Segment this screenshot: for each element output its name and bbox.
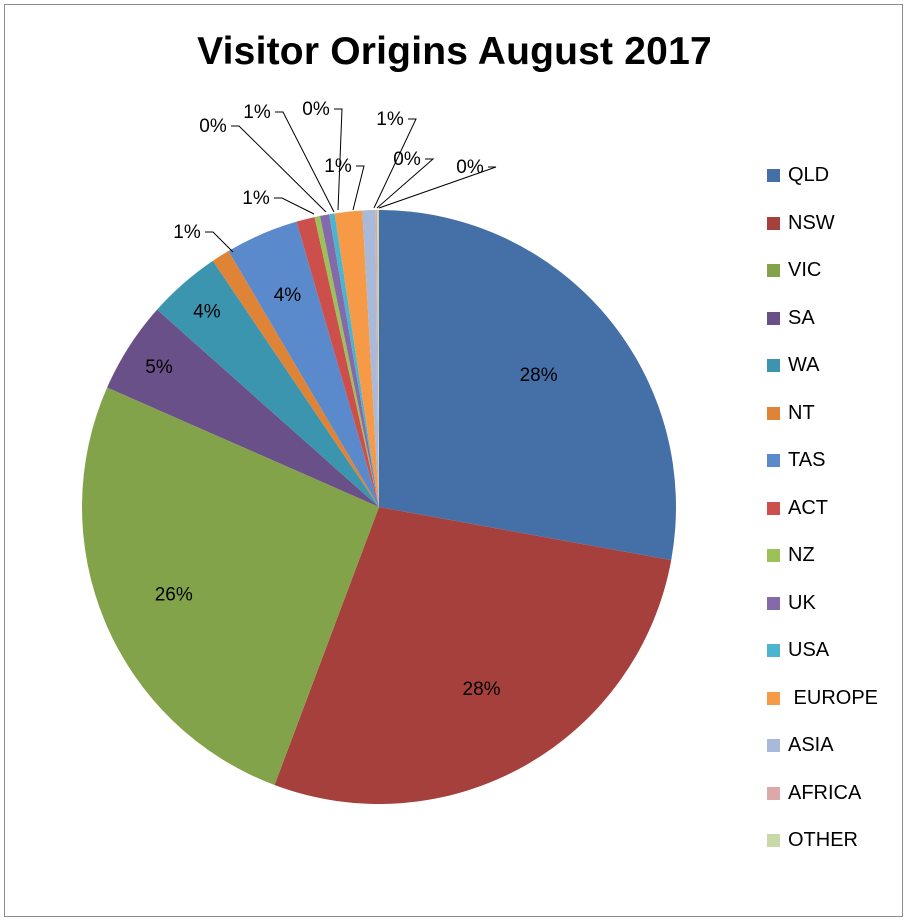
legend-item-europe: EUROPE <box>767 675 878 723</box>
chart-title: Visitor Origins August 2017 <box>197 30 712 73</box>
legend-swatch <box>767 216 780 230</box>
slice-africa <box>375 210 379 507</box>
legend-swatch <box>767 454 780 468</box>
legend-item-wa: WA <box>767 342 878 390</box>
legend-item-nsw: NSW <box>767 200 878 248</box>
slice-sa <box>107 309 379 507</box>
leader-line-nt <box>205 231 234 253</box>
data-label-tas: 4% <box>274 285 302 306</box>
data-label-africa: 0% <box>393 149 421 170</box>
data-label-europe: 1% <box>324 156 352 177</box>
legend-item-uk: UK <box>767 580 878 628</box>
slice-wa <box>157 260 379 507</box>
slice-vic <box>81 387 379 786</box>
legend-label: UK <box>788 591 816 614</box>
legend-swatch <box>767 359 780 373</box>
legend-item-qld: QLD <box>767 152 878 200</box>
slice-nz <box>314 215 379 507</box>
data-label-asia: 1% <box>376 109 404 130</box>
legend-label: USA <box>788 639 830 662</box>
legend-label: QLD <box>788 164 830 187</box>
slice-usa <box>329 213 379 507</box>
legend-label: AFRICA <box>788 781 862 804</box>
data-label-other: 0% <box>456 157 484 178</box>
legend-item-vic: VIC <box>767 247 878 295</box>
legend-item-other: OTHER <box>767 817 878 865</box>
legend-label: ASIA <box>788 734 834 757</box>
legend-swatch <box>767 739 780 753</box>
data-label-sa: 5% <box>145 357 173 378</box>
leader-lines <box>205 108 497 253</box>
leader-line-europe <box>352 165 365 211</box>
legend-swatch <box>767 786 780 800</box>
leader-line-nz <box>231 125 327 213</box>
legend-item-sa: SA <box>767 295 878 343</box>
legend-label: ACT <box>788 496 828 519</box>
data-label-nz: 0% <box>199 116 227 137</box>
slice-uk <box>319 214 379 507</box>
legend-swatch <box>767 834 780 848</box>
slice-nsw <box>274 507 672 805</box>
legend-swatch <box>767 169 780 183</box>
data-label-usa: 0% <box>302 99 330 120</box>
legend-label: NZ <box>788 544 815 567</box>
slice-qld <box>379 210 676 561</box>
leader-line-asia <box>373 118 417 209</box>
leader-line-usa <box>334 108 343 211</box>
legend-label: SA <box>788 306 815 329</box>
legend-item-nz: NZ <box>767 532 878 580</box>
legend-swatch <box>767 406 780 420</box>
legend-label: VIC <box>788 259 822 282</box>
legend-swatch <box>767 264 780 278</box>
pie-slices <box>81 210 676 805</box>
data-labels: 28% 28% 26% 5% 4% 1% 4% 1% 0% 1% 0% 1% 1% 0% 0% <box>145 99 557 700</box>
legend-item-asia: ASIA <box>767 722 878 770</box>
legend-swatch <box>767 549 780 563</box>
slice-act <box>296 217 379 507</box>
data-label-vic: 26% <box>155 584 193 605</box>
leader-line-uk <box>275 111 335 213</box>
legend-label: TAS <box>788 449 826 472</box>
legend-swatch <box>767 691 780 705</box>
legend-swatch <box>767 311 780 325</box>
legend-item-tas: TAS <box>767 437 878 485</box>
data-label-wa: 4% <box>193 301 221 322</box>
legend-label: NT <box>788 401 815 424</box>
data-label-qld: 28% <box>520 365 558 386</box>
legend-label: EUROPE <box>788 686 879 709</box>
slice-europe <box>334 210 379 507</box>
leader-line-act <box>274 197 315 215</box>
slice-other <box>377 210 379 507</box>
legend-swatch <box>767 596 780 610</box>
legend-item-nt: NT <box>767 390 878 438</box>
slice-nt <box>212 250 379 508</box>
slice-asia <box>362 210 379 507</box>
legend-swatch <box>767 501 780 515</box>
legend-label: WA <box>788 354 820 377</box>
legend-swatch <box>767 644 780 658</box>
leader-line-africa <box>376 158 435 209</box>
data-label-nsw: 28% <box>463 679 501 700</box>
data-label-act: 1% <box>242 188 270 209</box>
data-label-nt: 1% <box>173 222 201 243</box>
legend-item-usa: USA <box>767 627 878 675</box>
data-label-uk: 1% <box>243 102 271 123</box>
leader-line-other <box>378 166 497 209</box>
legend-item-act: ACT <box>767 485 878 533</box>
legend: QLD NSW VIC SA WA NT TAS ACT NZ UK USA EUROPE ASIA A… <box>767 152 878 865</box>
slice-tas <box>228 221 379 507</box>
legend-label: NSW <box>788 211 835 234</box>
legend-label: OTHER <box>788 829 858 852</box>
legend-item-africa: AFRICA <box>767 770 878 818</box>
